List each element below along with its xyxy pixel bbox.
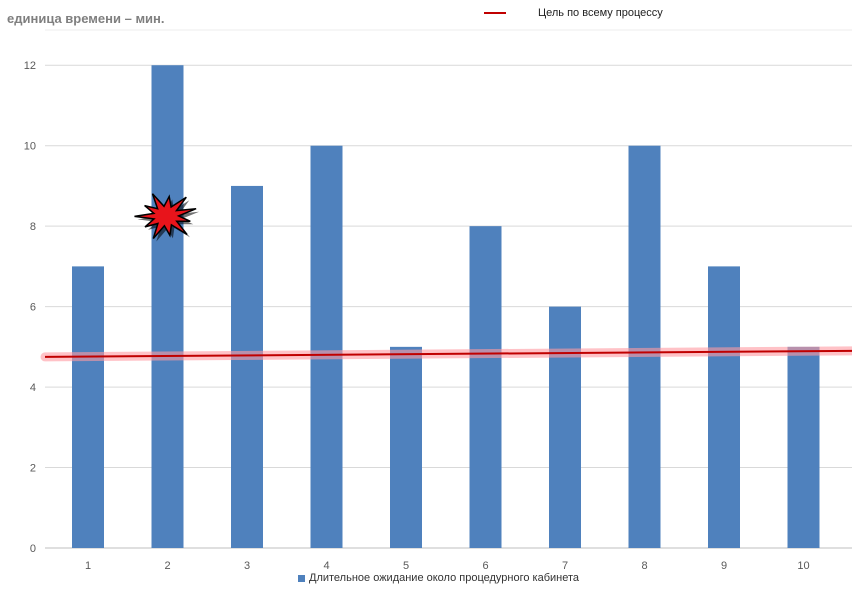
x-tick-label: 9 xyxy=(721,560,727,572)
burst-shape xyxy=(134,193,197,239)
x-tick-label: 3 xyxy=(244,560,250,572)
y-tick-label: 8 xyxy=(30,221,36,233)
y-tick-label: 4 xyxy=(30,382,36,394)
x-tick-label: 8 xyxy=(641,560,647,572)
series-legend-label: Длительное ожидание около процедурного к… xyxy=(309,572,580,584)
y-tick-label: 2 xyxy=(30,463,36,475)
bar xyxy=(469,226,502,548)
explosion-burst-icon xyxy=(134,193,200,242)
x-tick-label: 1 xyxy=(85,560,91,572)
bar xyxy=(310,145,343,548)
x-tick-label: 7 xyxy=(562,560,568,572)
x-tick-label: 10 xyxy=(797,560,809,572)
y-tick-label: 10 xyxy=(24,141,36,153)
target-legend: Цель по всему процессу xyxy=(484,7,663,19)
y-tick-label: 12 xyxy=(24,60,36,72)
target-legend-label: Цель по всему процессу xyxy=(538,7,663,19)
bar xyxy=(549,306,581,548)
y-tick-label: 6 xyxy=(30,302,36,314)
bar xyxy=(72,266,104,548)
bar xyxy=(787,346,820,548)
series-legend: Длительное ожидание около процедурного к… xyxy=(298,572,579,584)
bar xyxy=(151,65,184,548)
target-line xyxy=(44,349,852,358)
target-legend-swatch xyxy=(484,12,506,14)
x-tick-label: 4 xyxy=(323,560,329,572)
x-tick-label: 6 xyxy=(482,560,488,572)
bar xyxy=(628,145,661,548)
y-tick-label: 0 xyxy=(30,543,36,555)
unit-note: единица времени – мин. xyxy=(7,11,165,26)
bar xyxy=(231,185,263,548)
x-tick-label: 5 xyxy=(403,560,409,572)
bar xyxy=(390,346,422,548)
x-tick-label: 2 xyxy=(164,560,170,572)
series-legend-swatch xyxy=(298,574,305,582)
bar xyxy=(708,266,740,548)
